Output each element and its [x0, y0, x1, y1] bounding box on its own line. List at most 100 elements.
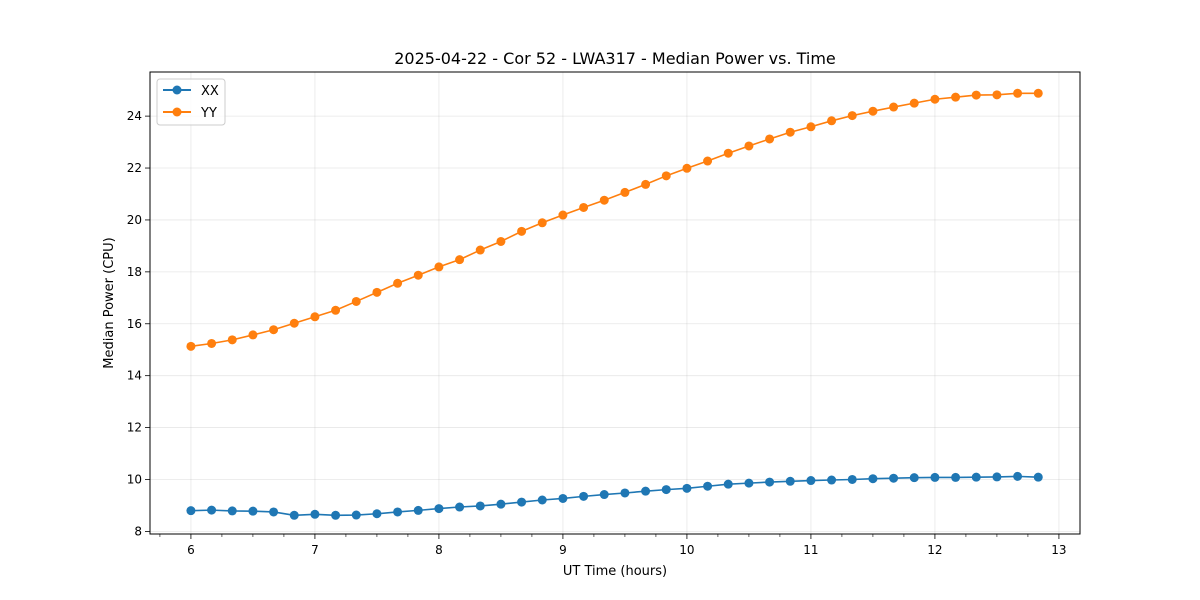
y-axis-label: Median Power (CPU): [102, 237, 117, 368]
data-point-xx: [248, 506, 258, 516]
data-point-yy: [682, 163, 692, 173]
data-point-xx: [827, 475, 837, 485]
plot-frame: [149, 71, 1081, 535]
data-point-yy: [1033, 88, 1043, 98]
data-point-xx: [372, 509, 382, 519]
y-tick-label: 18: [127, 265, 142, 279]
data-point-xx: [289, 510, 299, 520]
data-point-yy: [517, 226, 527, 236]
data-point-yy: [393, 278, 403, 288]
x-tick-label: 8: [435, 543, 443, 557]
data-point-xx: [765, 477, 775, 487]
data-point-xx: [806, 476, 816, 486]
data-point-xx: [847, 474, 857, 484]
data-point-xx: [785, 476, 795, 486]
legend-label-xx: XX: [201, 84, 219, 99]
y-tick-label: 16: [127, 317, 142, 331]
data-point-xx: [269, 507, 279, 517]
data-point-yy: [951, 92, 961, 102]
data-point-xx: [455, 502, 465, 512]
y-tick-label: 14: [127, 369, 142, 383]
data-point-xx: [496, 499, 506, 509]
data-point-yy: [971, 90, 981, 100]
x-tick-label: 7: [311, 543, 319, 557]
data-point-yy: [496, 236, 506, 246]
data-point-yy: [289, 318, 299, 328]
data-point-xx: [517, 497, 527, 507]
series-layer: [186, 88, 1043, 520]
data-point-xx: [434, 504, 444, 514]
data-point-yy: [434, 262, 444, 272]
data-point-xx: [744, 478, 754, 488]
data-point-yy: [1013, 88, 1023, 98]
x-tick-label: 12: [927, 543, 942, 557]
x-tick-label: 13: [1051, 543, 1066, 557]
data-point-xx: [599, 490, 609, 500]
data-point-xx: [889, 473, 899, 483]
data-point-xx: [558, 493, 568, 503]
legend: XX YY: [156, 78, 226, 126]
legend-label-yy: YY: [200, 106, 217, 121]
data-point-yy: [889, 102, 899, 112]
data-point-yy: [765, 134, 775, 144]
data-point-xx: [909, 473, 919, 483]
data-point-yy: [331, 305, 341, 315]
data-point-xx: [186, 506, 196, 516]
data-point-yy: [620, 187, 630, 197]
data-point-yy: [475, 245, 485, 255]
data-point-xx: [393, 507, 403, 517]
y-tick-label: 24: [127, 109, 142, 123]
data-point-xx: [351, 510, 361, 520]
y-tick-label: 22: [127, 161, 142, 175]
axis-ticks: 6 7 8 9 10 11 12 13 8 10 12 14 16 18 20 22 24: [127, 109, 1067, 557]
data-point-xx: [620, 488, 630, 498]
data-point-xx: [1013, 471, 1023, 481]
data-point-yy: [723, 148, 733, 158]
data-point-xx: [310, 509, 320, 519]
x-tick-label: 9: [559, 543, 567, 557]
data-point-xx: [661, 485, 671, 495]
data-point-yy: [207, 338, 217, 348]
data-point-yy: [248, 330, 258, 340]
x-tick-label: 11: [803, 543, 818, 557]
data-point-xx: [682, 483, 692, 493]
y-tick-label: 8: [134, 524, 142, 538]
data-point-yy: [909, 98, 919, 108]
data-point-xx: [930, 472, 940, 482]
data-point-yy: [599, 195, 609, 205]
data-point-xx: [641, 486, 651, 496]
data-point-xx: [971, 472, 981, 482]
data-point-xx: [703, 481, 713, 491]
data-point-yy: [537, 218, 547, 228]
data-point-yy: [827, 116, 837, 126]
data-point-yy: [372, 287, 382, 297]
data-point-yy: [930, 94, 940, 104]
data-point-xx: [227, 506, 237, 516]
data-point-yy: [351, 296, 361, 306]
data-point-yy: [661, 171, 671, 181]
data-point-yy: [455, 255, 465, 265]
data-point-xx: [868, 474, 878, 484]
data-point-yy: [269, 325, 279, 335]
data-point-yy: [227, 335, 237, 345]
data-point-xx: [992, 472, 1002, 482]
y-tick-label: 20: [127, 213, 142, 227]
data-point-yy: [641, 179, 651, 189]
data-point-xx: [331, 510, 341, 520]
data-point-xx: [537, 495, 547, 505]
data-point-xx: [413, 505, 423, 515]
data-point-yy: [785, 127, 795, 137]
data-point-yy: [992, 90, 1002, 100]
data-point-xx: [1033, 472, 1043, 482]
data-point-xx: [475, 501, 485, 511]
plot-area: [150, 72, 1080, 534]
data-point-yy: [806, 122, 816, 132]
data-point-yy: [847, 111, 857, 121]
data-point-yy: [558, 210, 568, 220]
x-tick-label: 6: [187, 543, 195, 557]
chart-title: 2025-04-22 - Cor 52 - LWA317 - Median Po…: [394, 49, 836, 68]
data-point-yy: [868, 106, 878, 116]
y-tick-label: 10: [127, 472, 142, 486]
